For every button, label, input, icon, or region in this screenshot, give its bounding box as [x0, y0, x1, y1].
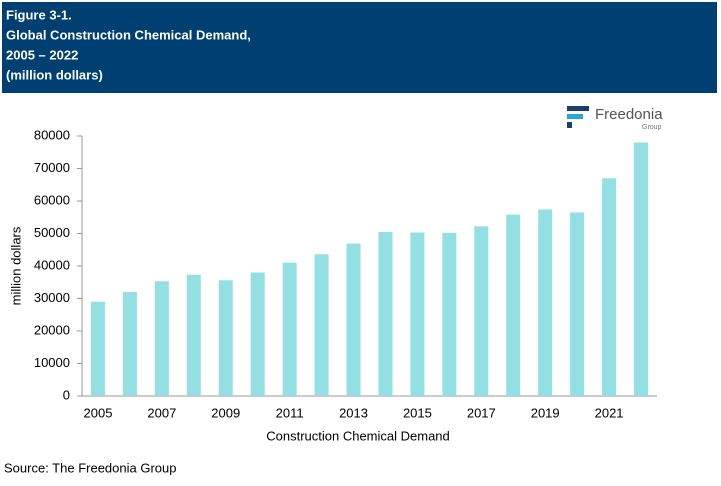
logo-mark — [567, 114, 583, 119]
title-line: 2005 – 2022 — [6, 47, 78, 62]
y-tick-label: 50000 — [34, 225, 70, 240]
bar — [122, 292, 137, 396]
title-line: (million dollars) — [6, 67, 103, 82]
x-tick-label: 2021 — [595, 405, 624, 420]
bar — [282, 262, 297, 396]
bar — [186, 274, 201, 396]
bar — [250, 272, 265, 396]
y-tick-label: 40000 — [34, 257, 70, 272]
bar — [314, 254, 329, 396]
x-tick-label: 2017 — [467, 405, 496, 420]
bar — [474, 226, 489, 396]
logo-mark — [567, 122, 572, 128]
y-tick-label: 60000 — [34, 192, 70, 207]
bar — [218, 280, 233, 396]
bar — [378, 231, 393, 396]
x-axis-label: Construction Chemical Demand — [266, 428, 450, 443]
y-tick-label: 80000 — [34, 127, 70, 142]
y-axis-label: million dollars — [8, 226, 23, 305]
source: Source: The Freedonia Group — [4, 460, 176, 475]
x-tick-label: 2013 — [339, 405, 368, 420]
title-line: Figure 3-1. — [6, 7, 72, 22]
bar — [410, 232, 425, 396]
logo-name: Freedonia — [595, 106, 663, 123]
bar — [346, 243, 361, 396]
y-tick-label: 0 — [63, 387, 70, 402]
bar — [442, 232, 457, 396]
bar — [634, 142, 649, 396]
bar — [570, 212, 585, 396]
y-tick-label: 30000 — [34, 290, 70, 305]
x-tick-label: 2005 — [84, 405, 113, 420]
y-tick-label: 20000 — [34, 322, 70, 337]
bar — [538, 209, 553, 396]
x-tick-label: 2009 — [211, 405, 240, 420]
logo-mark — [567, 106, 589, 111]
bar — [90, 301, 105, 396]
x-tick-label: 2011 — [276, 405, 304, 420]
y-tick-label: 10000 — [34, 355, 70, 370]
x-tick-label: 2015 — [403, 405, 432, 420]
header: Figure 3-1. Global Construction Chemical … — [6, 7, 251, 82]
y-tick-label: 70000 — [34, 160, 70, 175]
bar — [506, 214, 521, 396]
logo: Freedonia Group — [567, 106, 663, 131]
x-tick-label: 2007 — [147, 405, 176, 420]
x-tick-label: 2019 — [531, 405, 560, 420]
logo-sub: Group — [642, 124, 662, 131]
bar — [154, 281, 169, 396]
title-line: Global Construction Chemical Demand, — [6, 27, 251, 42]
header-band — [2, 2, 717, 93]
bar — [602, 178, 617, 396]
